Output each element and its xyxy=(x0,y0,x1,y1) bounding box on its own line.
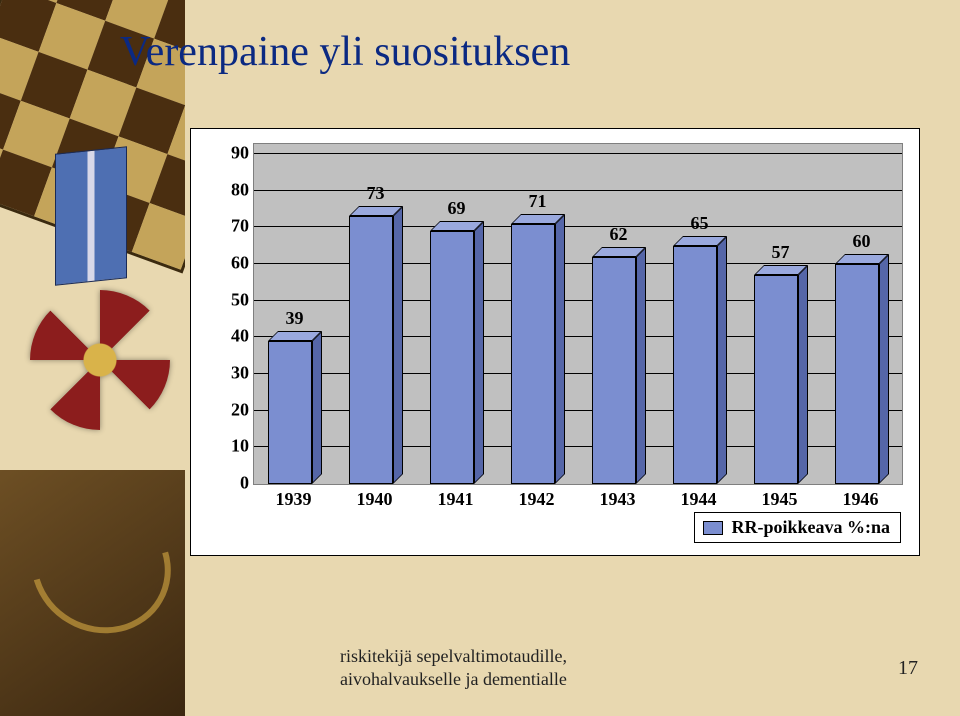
y-tick-label: 0 xyxy=(209,473,249,494)
x-tick-label: 1941 xyxy=(415,489,496,510)
bar-side xyxy=(717,236,727,484)
bar-value-label: 60 xyxy=(835,231,889,252)
y-tick-label: 90 xyxy=(209,143,249,164)
bar-side xyxy=(879,254,889,484)
bar: 65 xyxy=(673,236,727,484)
bar-top xyxy=(673,236,727,246)
footer-line-2: aivohalvaukselle ja dementialle xyxy=(340,668,567,691)
x-tick-label: 1940 xyxy=(334,489,415,510)
bar-value-label: 39 xyxy=(268,308,322,329)
x-tick-label: 1942 xyxy=(496,489,577,510)
slide-title: Verenpaine yli suosituksen xyxy=(120,28,570,76)
x-tick-label: 1945 xyxy=(739,489,820,510)
plot-area: 3973697162655760 xyxy=(253,143,903,485)
y-tick-label: 10 xyxy=(209,436,249,457)
bar-value-label: 65 xyxy=(673,213,727,234)
bar: 69 xyxy=(430,221,484,484)
bar-side xyxy=(474,221,484,484)
bar-front xyxy=(349,216,393,484)
y-tick-label: 60 xyxy=(209,253,249,274)
bar: 60 xyxy=(835,254,889,484)
x-tick-label: 1944 xyxy=(658,489,739,510)
y-tick-label: 20 xyxy=(209,399,249,420)
y-tick-label: 50 xyxy=(209,289,249,310)
y-tick-label: 70 xyxy=(209,216,249,237)
bar-side xyxy=(393,206,403,484)
bar-value-label: 62 xyxy=(592,224,646,245)
bar-top xyxy=(592,247,646,257)
bar-top xyxy=(835,254,889,264)
bar-side xyxy=(555,214,565,484)
bar-front xyxy=(754,275,798,484)
bar-front xyxy=(430,231,474,484)
bar-front xyxy=(673,246,717,484)
bar-side xyxy=(798,265,808,484)
bar: 57 xyxy=(754,265,808,484)
slide: Verenpaine yli suosituksen 3973697162655… xyxy=(0,0,960,716)
bar: 62 xyxy=(592,247,646,484)
bar-value-label: 69 xyxy=(430,198,484,219)
bar-front xyxy=(268,341,312,484)
x-tick-label: 1943 xyxy=(577,489,658,510)
bar-top xyxy=(268,331,322,341)
y-tick-label: 80 xyxy=(209,179,249,200)
bar-value-label: 57 xyxy=(754,242,808,263)
page-number: 17 xyxy=(898,657,918,680)
bar-side xyxy=(636,247,646,484)
medal-cross-deco xyxy=(30,290,170,430)
medal-ribbon-deco xyxy=(55,146,127,286)
legend-label: RR-poikkeava %:na xyxy=(731,517,890,538)
bar-front xyxy=(835,264,879,484)
bar-front xyxy=(592,257,636,484)
chart-container: 3973697162655760 0102030405060708090 193… xyxy=(190,128,920,556)
bar-value-label: 73 xyxy=(349,183,403,204)
grid-line xyxy=(254,153,902,154)
chart-legend: RR-poikkeava %:na xyxy=(694,512,901,543)
bar-side xyxy=(312,331,322,484)
bar-top xyxy=(430,221,484,231)
bar-value-label: 71 xyxy=(511,191,565,212)
footer-line-1: riskitekijä sepelvaltimotaudille, xyxy=(340,645,567,668)
x-tick-label: 1946 xyxy=(820,489,901,510)
bar-top xyxy=(754,265,808,275)
decorative-sidebar xyxy=(0,0,185,716)
y-tick-label: 40 xyxy=(209,326,249,347)
bar: 73 xyxy=(349,206,403,484)
x-tick-label: 1939 xyxy=(253,489,334,510)
bar-top xyxy=(511,214,565,224)
bar: 39 xyxy=(268,331,322,484)
bar-front xyxy=(511,224,555,484)
legend-swatch xyxy=(703,521,723,535)
y-tick-label: 30 xyxy=(209,363,249,384)
footer-note: riskitekijä sepelvaltimotaudille, aivoha… xyxy=(340,645,567,690)
bar: 71 xyxy=(511,214,565,484)
